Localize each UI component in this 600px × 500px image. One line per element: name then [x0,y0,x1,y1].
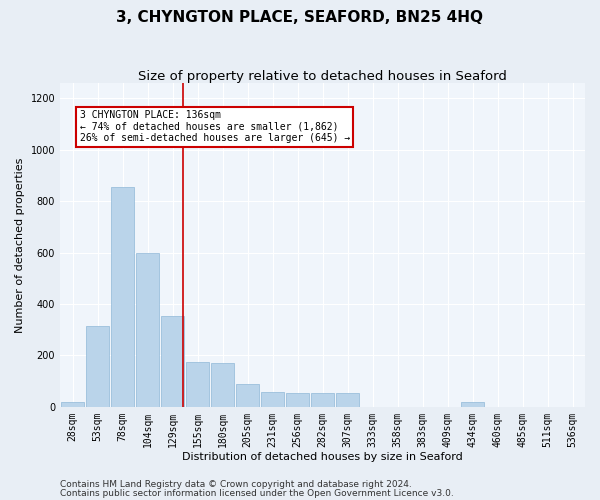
Bar [236,384,259,407]
Text: Contains HM Land Registry data © Crown copyright and database right 2024.: Contains HM Land Registry data © Crown c… [60,480,412,489]
Title: Size of property relative to detached houses in Seaford: Size of property relative to detached ho… [138,70,507,83]
Bar [61,402,84,407]
Bar [286,392,309,407]
Text: 3 CHYNGTON PLACE: 136sqm
← 74% of detached houses are smaller (1,862)
26% of sem: 3 CHYNGTON PLACE: 136sqm ← 74% of detach… [80,110,350,143]
X-axis label: Distribution of detached houses by size in Seaford: Distribution of detached houses by size … [182,452,463,462]
Text: 3, CHYNGTON PLACE, SEAFORD, BN25 4HQ: 3, CHYNGTON PLACE, SEAFORD, BN25 4HQ [116,10,484,25]
Bar [186,362,209,407]
Bar [311,392,334,407]
Bar [461,402,484,407]
Text: Contains public sector information licensed under the Open Government Licence v3: Contains public sector information licen… [60,488,454,498]
Bar [336,394,359,407]
Bar [261,392,284,407]
Bar [211,363,234,407]
Bar [161,316,184,407]
Bar [111,187,134,407]
Bar [136,252,159,407]
Y-axis label: Number of detached properties: Number of detached properties [15,157,25,332]
Bar [86,326,109,407]
